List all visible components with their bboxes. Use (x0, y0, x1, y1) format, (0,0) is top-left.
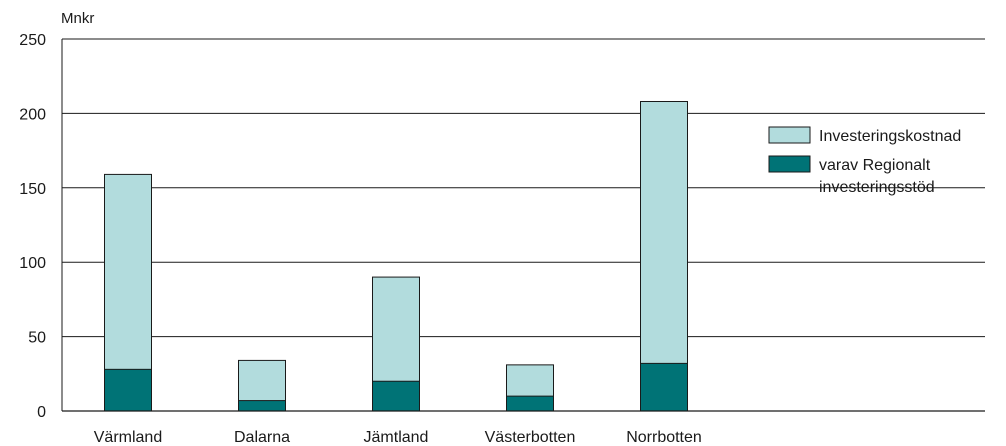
y-axis-unit-label: Mnkr (61, 10, 94, 27)
legend-swatch-investeringskostnad (768, 126, 811, 144)
bar-regionalt-investeringsstod (506, 395, 554, 412)
x-category-label: Västerbotten (485, 429, 576, 446)
y-tick-label: 200 (19, 106, 46, 123)
x-category-label: Jämtland (364, 429, 429, 446)
gridlines (62, 38, 985, 338)
legend-label-regionalt-investeringsstod: varav Regionalt investeringsstöd (819, 157, 935, 196)
legend-label-investeringskostnad: Investeringskostnad (819, 128, 961, 145)
bar-regionalt-investeringsstod (640, 362, 688, 412)
legend-swatch-regionalt-investeringsstod (768, 155, 811, 173)
y-tick-label: 50 (28, 330, 46, 347)
y-tick-label: 0 (37, 404, 46, 421)
y-tick-label: 250 (19, 32, 46, 49)
bar-regionalt-investeringsstod (104, 368, 152, 412)
x-axis: Värmland Dalarna Jämtland Västerbotten Norrb… (62, 410, 985, 446)
x-category-label: Dalarna (234, 429, 290, 446)
bar-investeringskostnad (640, 100, 688, 412)
y-tick-label: 150 (19, 181, 46, 198)
legend: Investeringskostnad varav Regionalt inve… (768, 126, 961, 196)
bar-regionalt-investeringsstod (238, 400, 286, 412)
x-category-label: Norrbotten (626, 429, 702, 446)
bar-regionalt-investeringsstod (372, 380, 420, 412)
legend-label-line-1: varav Regionalt (819, 157, 931, 174)
x-category-label: Värmland (94, 429, 162, 446)
y-axis: 0 50 100 150 200 250 (19, 32, 63, 421)
legend-label-line-2: investeringsstöd (819, 179, 935, 196)
y-tick-label: 100 (19, 255, 46, 272)
bars (104, 100, 688, 412)
